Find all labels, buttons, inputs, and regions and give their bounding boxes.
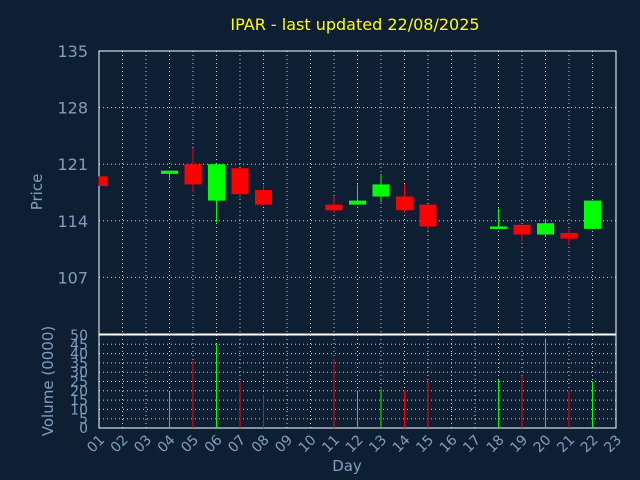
price-axis-label: Price bbox=[28, 174, 46, 211]
candle-body bbox=[349, 200, 366, 205]
volume-tick-label: 0 bbox=[79, 421, 88, 437]
day-tick-label: 10 bbox=[296, 432, 320, 456]
volume-tick-label: 10 bbox=[70, 402, 88, 418]
price-tick-label: 135 bbox=[57, 42, 88, 61]
candle-21 bbox=[560, 228, 578, 246]
price-tick-label: 107 bbox=[57, 268, 88, 287]
day-tick-label: 05 bbox=[178, 432, 202, 456]
candle-01 bbox=[98, 176, 108, 187]
candle-body bbox=[560, 232, 578, 239]
day-tick-label: 16 bbox=[437, 432, 461, 456]
candle-15 bbox=[419, 204, 437, 231]
candle-22 bbox=[584, 200, 601, 229]
price-tick-label: 128 bbox=[57, 99, 88, 118]
volume-tick-label: 45 bbox=[70, 337, 88, 353]
price-tick-label: 121 bbox=[57, 155, 88, 174]
day-tick-label: 12 bbox=[343, 432, 367, 456]
day-tick-label: 23 bbox=[601, 432, 625, 456]
price-tick-labels: 135 128 121 114 107 bbox=[57, 42, 88, 287]
day-axis-label: Day bbox=[332, 457, 362, 475]
day-tick-label: 19 bbox=[507, 432, 531, 456]
candle-body bbox=[396, 196, 413, 211]
candle-body bbox=[184, 164, 202, 185]
candle-body bbox=[513, 224, 531, 235]
volume-tick-label: 35 bbox=[70, 356, 88, 372]
candle-body bbox=[161, 170, 178, 174]
candle-12 bbox=[349, 184, 366, 205]
volume-tick-label: 20 bbox=[70, 384, 88, 400]
day-tick-label: 22 bbox=[578, 432, 602, 456]
day-tick-label: 21 bbox=[554, 432, 578, 456]
candle-body bbox=[208, 164, 225, 201]
day-tick-label: 11 bbox=[319, 432, 343, 456]
volume-tick-label: 40 bbox=[70, 347, 88, 363]
candle-18 bbox=[490, 208, 507, 229]
candle-body bbox=[99, 176, 108, 187]
candle-body bbox=[231, 168, 249, 195]
day-tick-label: 03 bbox=[131, 432, 155, 456]
volume-tick-label: 25 bbox=[70, 375, 88, 391]
volume-tick-label: 30 bbox=[70, 365, 88, 381]
day-tick-label: 06 bbox=[202, 432, 226, 456]
candle-body bbox=[372, 184, 390, 197]
volume-tick-label: 15 bbox=[70, 393, 88, 409]
candle-13 bbox=[372, 173, 390, 203]
day-tick-label: 07 bbox=[225, 432, 249, 456]
candle-body bbox=[584, 200, 601, 229]
candle-20 bbox=[537, 219, 554, 237]
candle-07 bbox=[231, 168, 249, 199]
candle-08 bbox=[255, 184, 272, 205]
day-tick-label: 18 bbox=[484, 432, 508, 456]
price-panel-border bbox=[98, 50, 617, 335]
day-tick-label: 20 bbox=[531, 432, 555, 456]
candle-body bbox=[325, 204, 343, 211]
candle-body bbox=[490, 226, 507, 229]
day-tick-label: 08 bbox=[249, 432, 273, 456]
day-tick-label: 13 bbox=[366, 432, 390, 456]
volume-tick-label: 50 bbox=[70, 328, 88, 344]
volume-tick-label: 5 bbox=[79, 412, 88, 428]
candle-05 bbox=[184, 148, 202, 193]
day-tick-label: 15 bbox=[413, 432, 437, 456]
candle-14 bbox=[396, 184, 413, 213]
day-tick-label: 04 bbox=[155, 432, 179, 456]
price-tick-label: 114 bbox=[57, 212, 88, 231]
volume-axis-label: Volume (0000) bbox=[39, 326, 57, 436]
day-tick-label: 02 bbox=[108, 432, 132, 456]
candle-body bbox=[537, 223, 554, 235]
candle-body bbox=[255, 190, 272, 205]
volume-bars bbox=[169, 338, 593, 428]
day-tick-label: 14 bbox=[390, 432, 414, 456]
day-tick-labels: 01 02 03 04 05 06 07 08 09 10 11 12 13 14 15 16 17 18 19 20… bbox=[84, 432, 625, 456]
candle-06 bbox=[208, 164, 225, 223]
candles bbox=[98, 148, 601, 246]
day-tick-label: 17 bbox=[460, 432, 484, 456]
candle-11 bbox=[325, 196, 343, 213]
candle-04 bbox=[161, 170, 178, 179]
candle-body bbox=[419, 204, 437, 227]
day-tick-label: 09 bbox=[272, 432, 296, 456]
chart-title: IPAR - last updated 22/08/2025 bbox=[230, 15, 479, 34]
candle-19 bbox=[513, 224, 531, 242]
